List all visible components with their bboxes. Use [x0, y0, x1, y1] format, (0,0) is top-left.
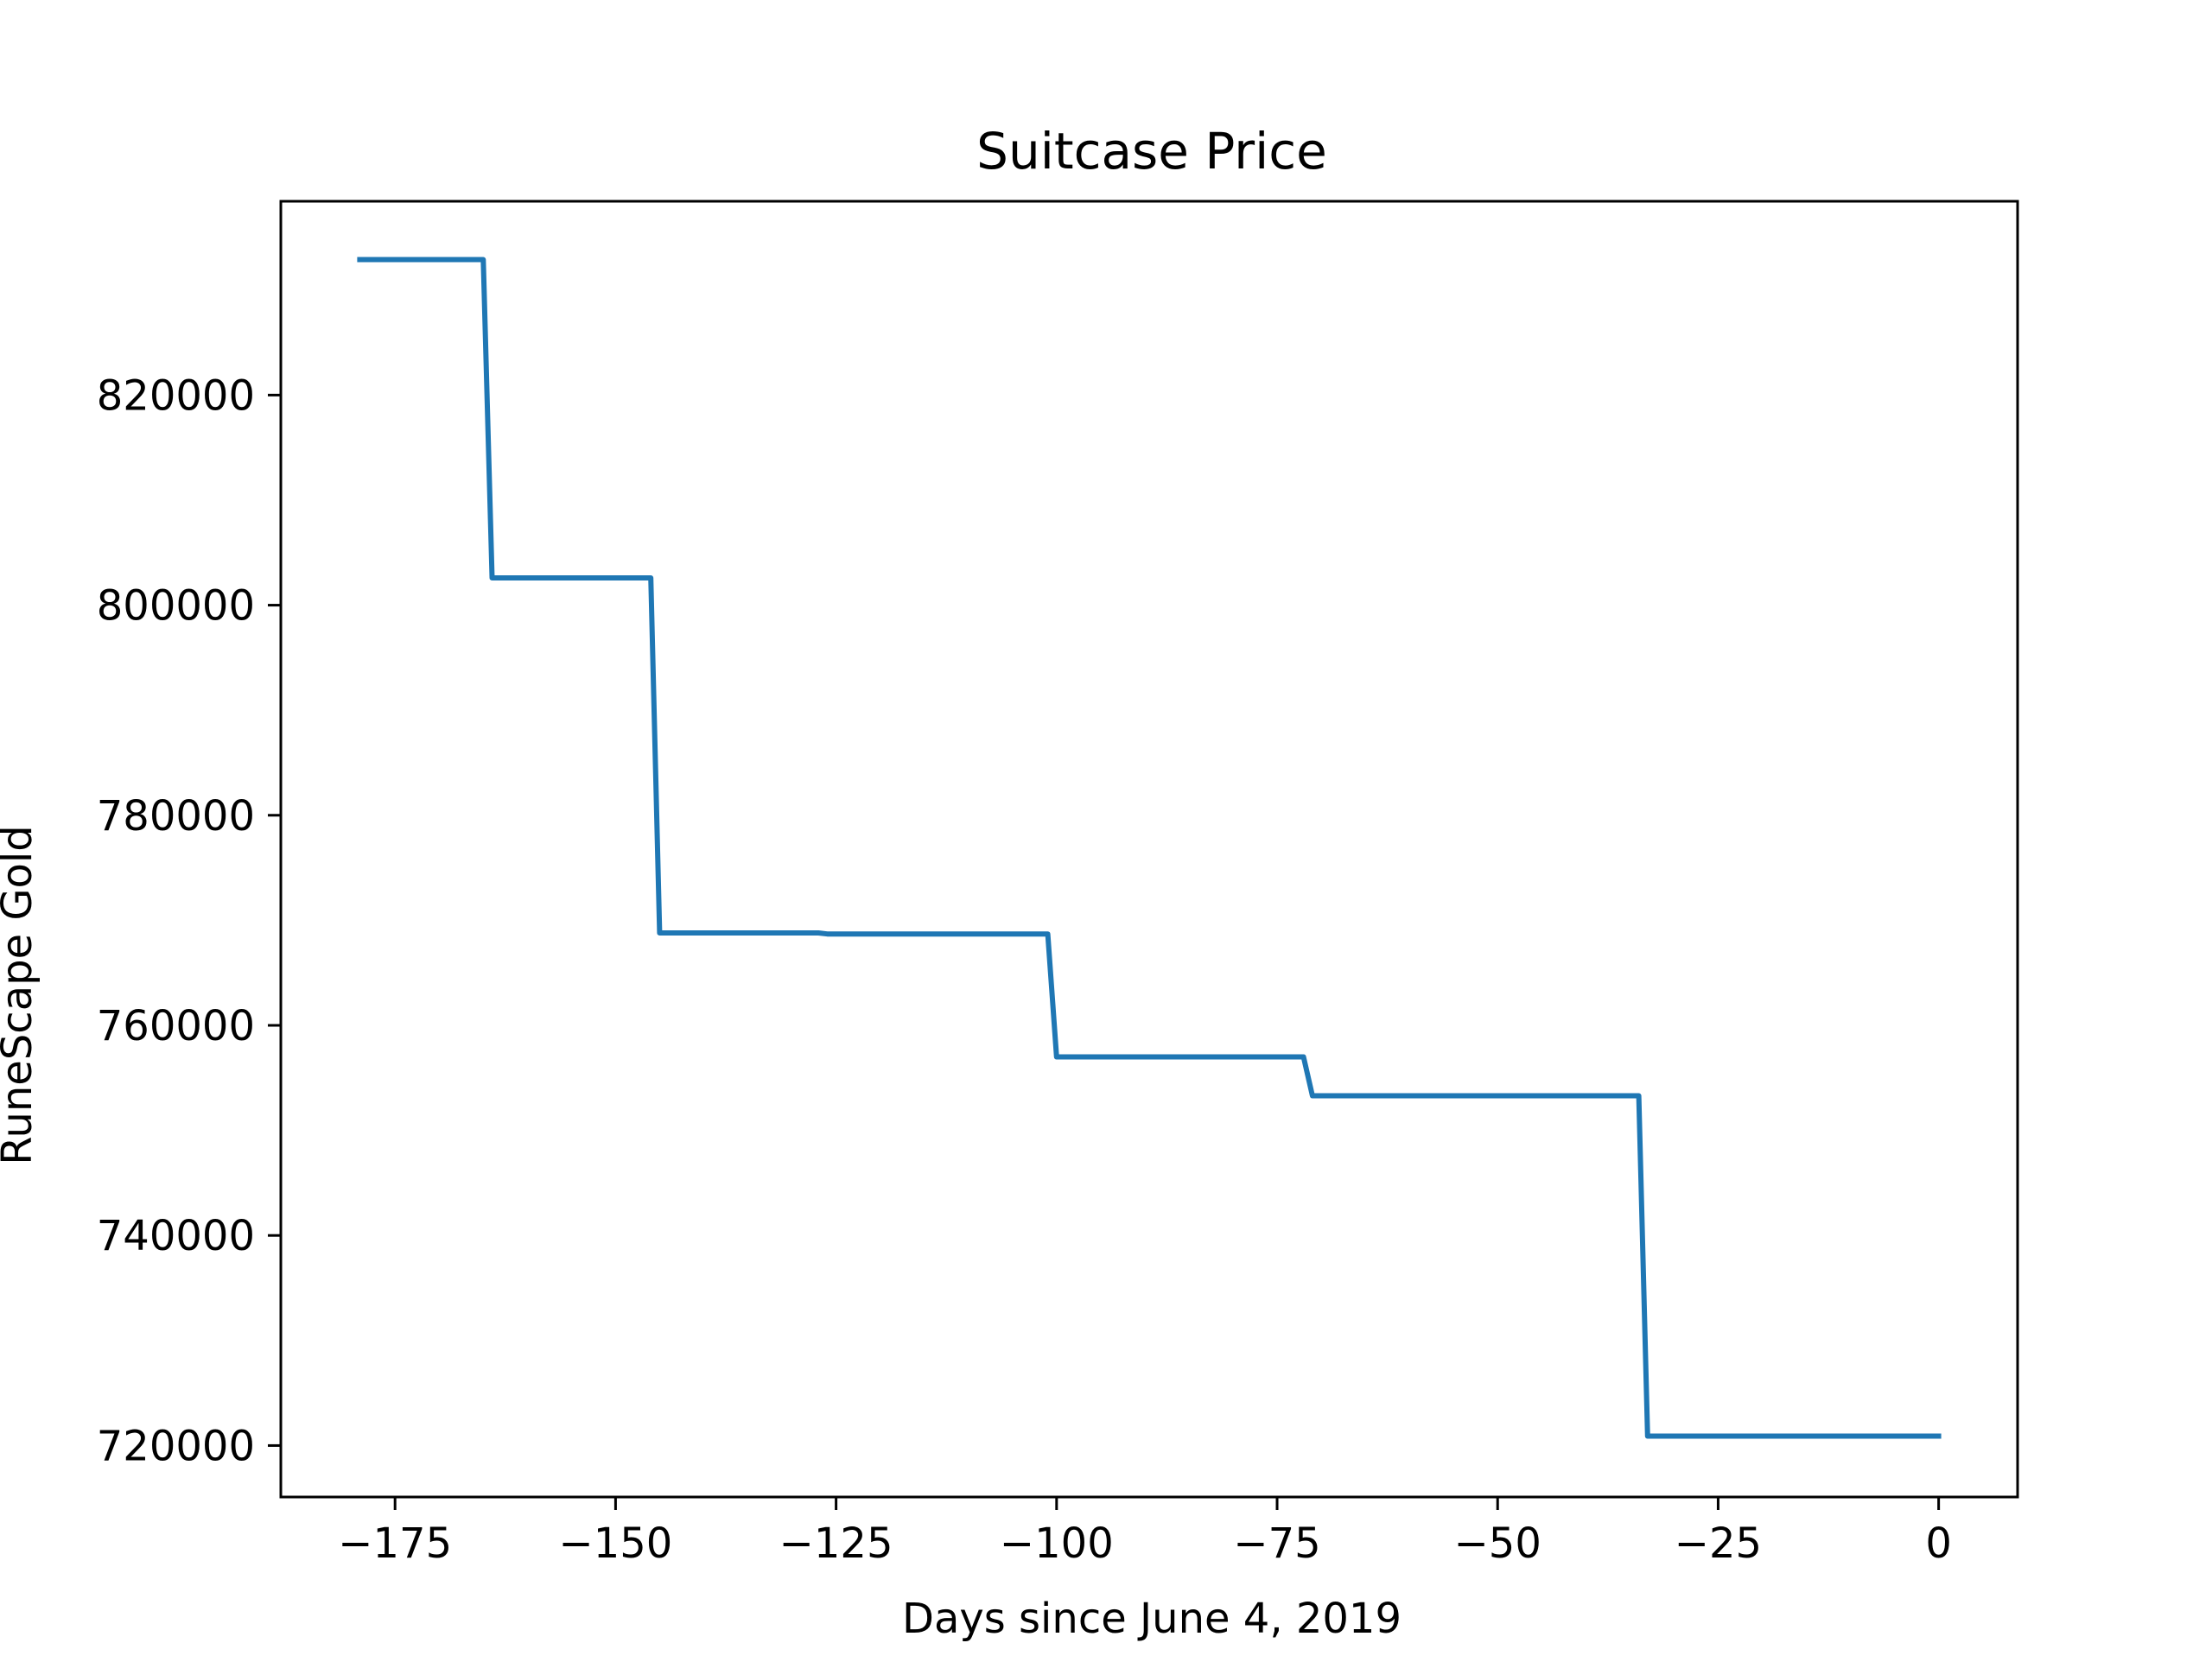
y-tick-label: 740000: [97, 1212, 255, 1260]
plot-area: [279, 200, 2019, 1499]
x-tick-label: −150: [558, 1519, 672, 1568]
series-line-0: [357, 257, 1942, 1439]
x-tick-label: −75: [1233, 1519, 1320, 1568]
chart-title: Suitcase Price: [976, 122, 1327, 181]
x-tick-label: −25: [1675, 1519, 1762, 1568]
x-tick-label: −50: [1454, 1519, 1541, 1568]
y-tick-label: 820000: [97, 371, 255, 420]
y-axis-label: RuneScape Gold: [0, 825, 41, 1164]
x-tick-label: −125: [779, 1519, 893, 1568]
y-tick-label: 760000: [97, 1002, 255, 1050]
y-tick-label: 720000: [97, 1422, 255, 1470]
y-tick-label: 780000: [97, 792, 255, 841]
axis-ticks: −175 −150 −125 −100 −75 −50 −25 0 720000 740000 76…: [97, 371, 1952, 1568]
y-tick-label: 800000: [97, 582, 255, 631]
x-tick-label: −175: [338, 1519, 452, 1568]
x-tick-label: 0: [1925, 1519, 1952, 1568]
axes-frame: [279, 200, 2019, 1499]
x-axis-label: Days since June 4, 2019: [902, 1595, 1402, 1643]
x-tick-label: −100: [1000, 1519, 1114, 1568]
